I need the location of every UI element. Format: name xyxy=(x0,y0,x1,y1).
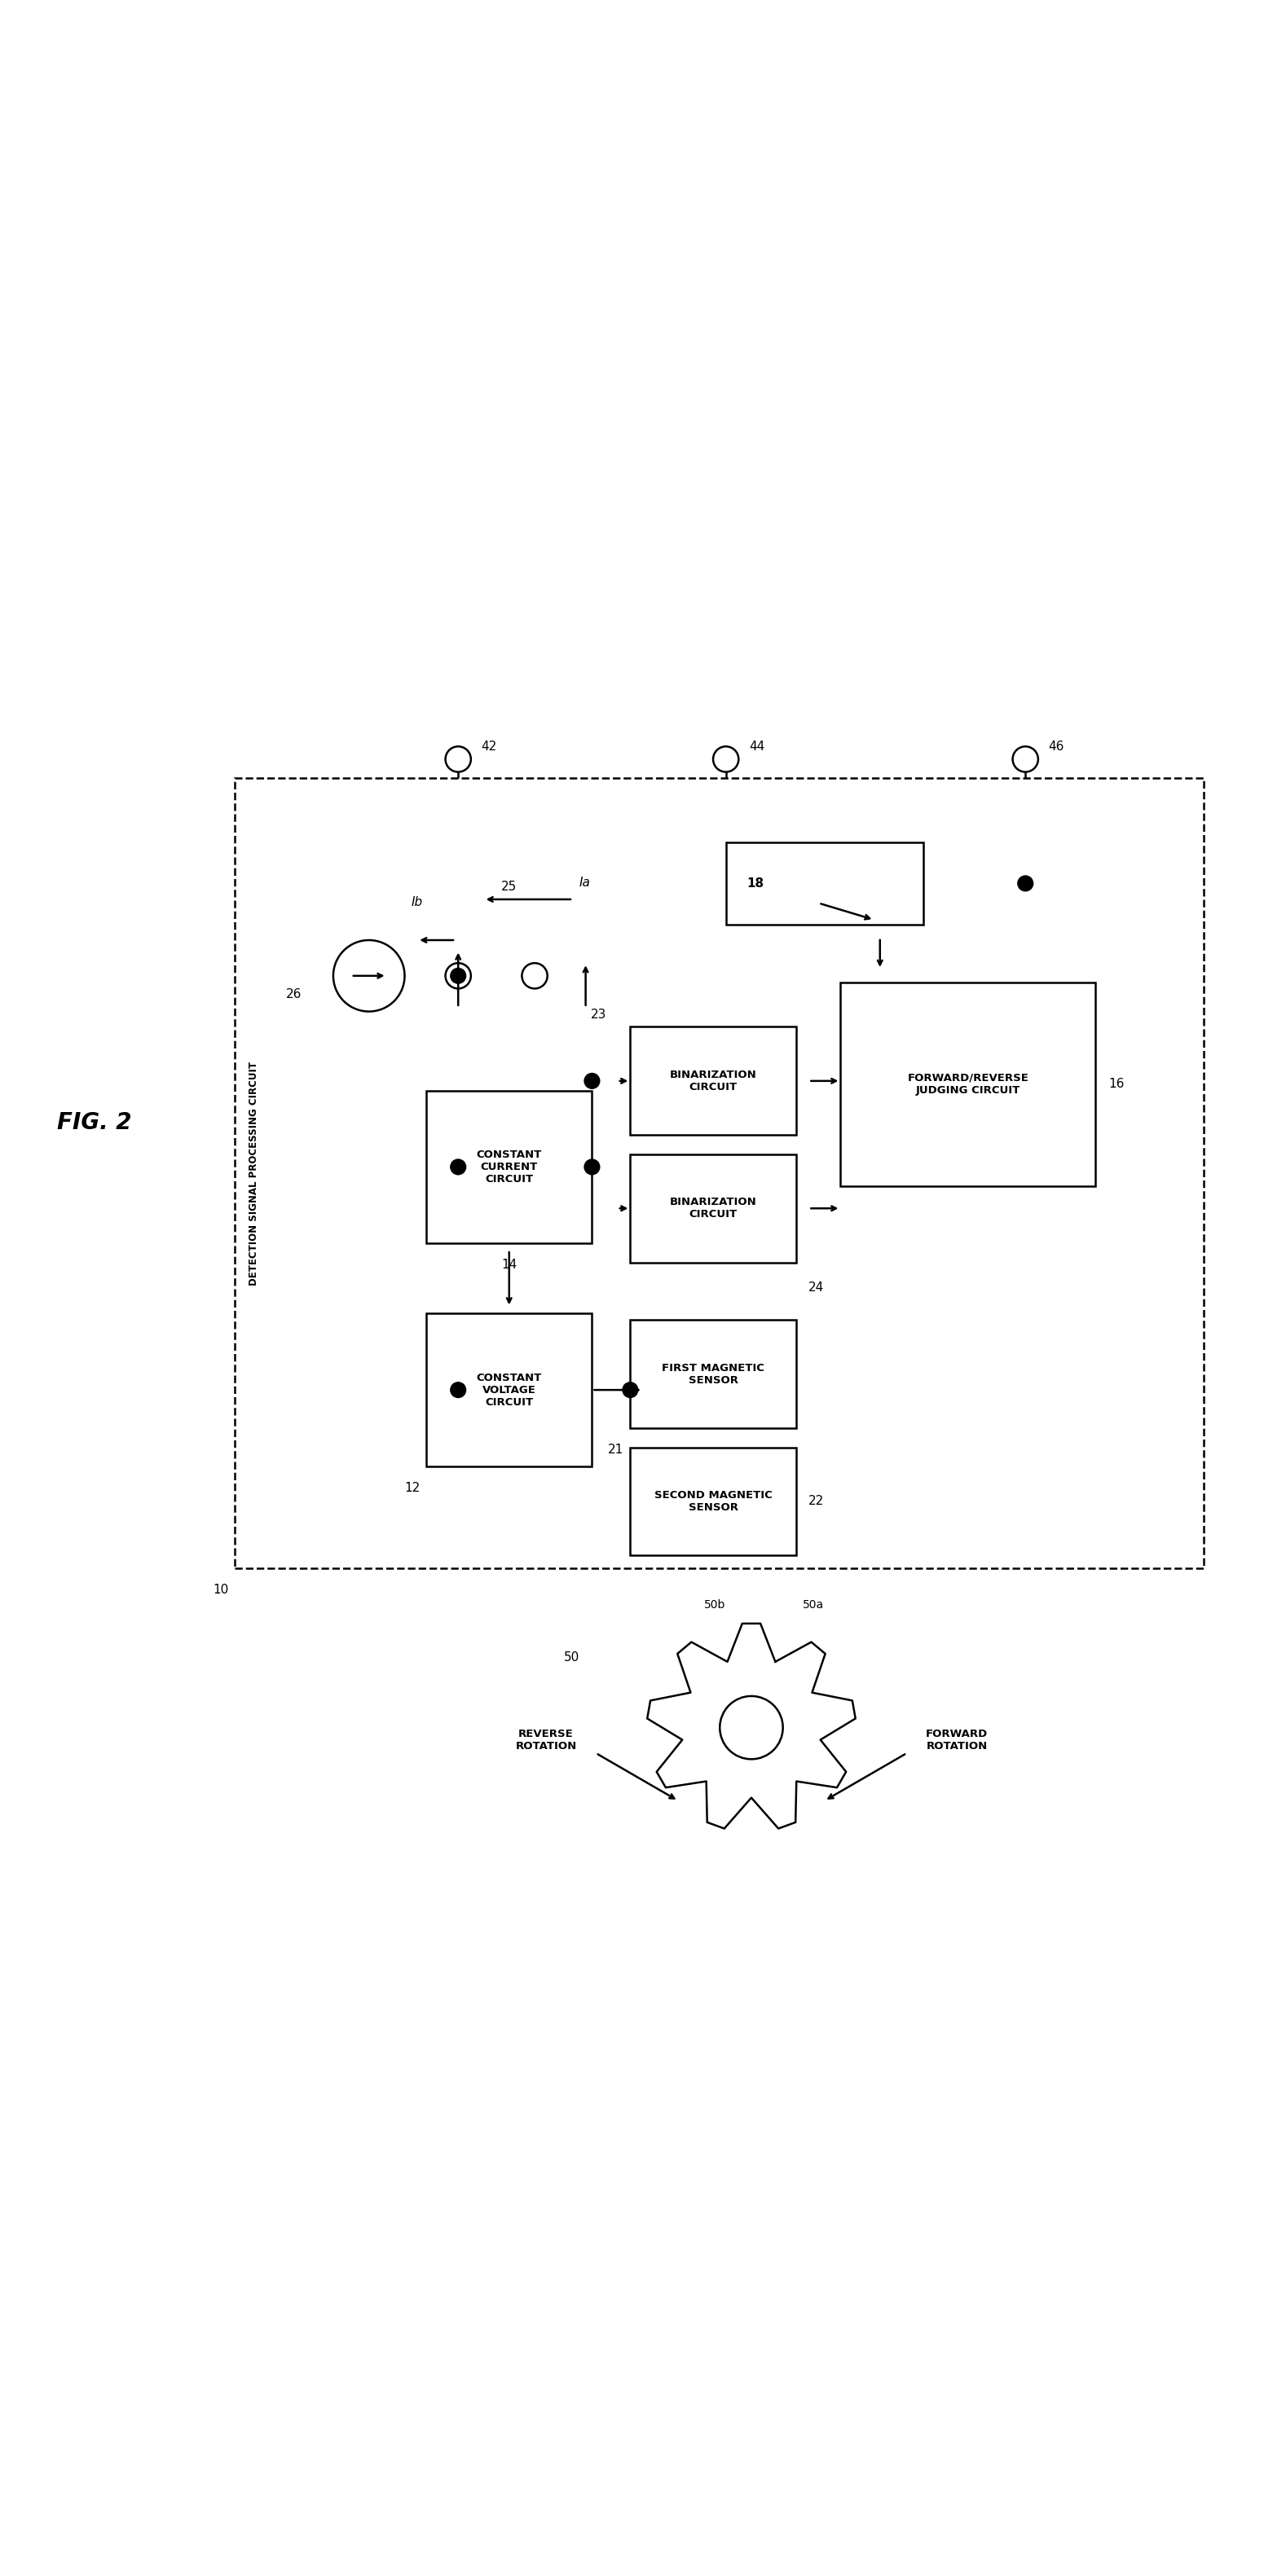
Circle shape xyxy=(584,1159,599,1175)
Bar xyxy=(426,1090,592,1244)
Text: 50: 50 xyxy=(563,1651,579,1664)
Text: 46: 46 xyxy=(1048,739,1064,752)
Text: Ib: Ib xyxy=(412,896,423,909)
Bar xyxy=(235,778,1204,1569)
Circle shape xyxy=(450,969,466,984)
Text: FIG. 2: FIG. 2 xyxy=(57,1110,131,1133)
Text: DETECTION SIGNAL PROCESSING CIRCUIT: DETECTION SIGNAL PROCESSING CIRCUIT xyxy=(249,1061,260,1285)
Text: 42: 42 xyxy=(481,739,496,752)
Text: 16: 16 xyxy=(1109,1077,1124,1090)
Text: CONSTANT
VOLTAGE
CIRCUIT: CONSTANT VOLTAGE CIRCUIT xyxy=(476,1373,541,1406)
Text: 21: 21 xyxy=(608,1443,624,1455)
Text: 50a: 50a xyxy=(802,1600,823,1610)
Circle shape xyxy=(1017,876,1033,891)
Bar xyxy=(630,1319,796,1427)
Text: 24: 24 xyxy=(809,1283,824,1293)
Bar xyxy=(630,1028,796,1136)
Text: REVERSE
ROTATION: REVERSE ROTATION xyxy=(516,1728,576,1752)
Text: BINARIZATION
CIRCUIT: BINARIZATION CIRCUIT xyxy=(670,1069,756,1092)
Text: FIRST MAGNETIC
SENSOR: FIRST MAGNETIC SENSOR xyxy=(662,1363,764,1386)
Text: 23: 23 xyxy=(590,1007,606,1020)
Bar xyxy=(426,1314,592,1466)
Text: 25: 25 xyxy=(502,881,517,894)
Text: FORWARD
ROTATION: FORWARD ROTATION xyxy=(926,1728,988,1752)
Text: FORWARD/REVERSE
JUDGING CIRCUIT: FORWARD/REVERSE JUDGING CIRCUIT xyxy=(908,1072,1029,1095)
Circle shape xyxy=(622,1383,638,1399)
Text: CONSTANT
CURRENT
CIRCUIT: CONSTANT CURRENT CIRCUIT xyxy=(476,1149,541,1185)
Bar xyxy=(630,1448,796,1556)
Bar xyxy=(725,842,923,925)
Text: 50b: 50b xyxy=(705,1600,725,1610)
Text: SECOND MAGNETIC
SENSOR: SECOND MAGNETIC SENSOR xyxy=(655,1489,772,1512)
Text: 12: 12 xyxy=(404,1481,421,1494)
Text: 14: 14 xyxy=(502,1260,517,1270)
Circle shape xyxy=(450,1383,466,1399)
Text: Ia: Ia xyxy=(579,876,590,889)
Text: 18: 18 xyxy=(747,878,764,889)
Text: 44: 44 xyxy=(748,739,764,752)
Bar xyxy=(630,1154,796,1262)
Circle shape xyxy=(584,1074,599,1090)
Circle shape xyxy=(450,1159,466,1175)
Bar xyxy=(841,981,1096,1185)
Text: 10: 10 xyxy=(213,1584,229,1597)
Text: 26: 26 xyxy=(285,989,301,999)
Text: 22: 22 xyxy=(809,1494,824,1507)
Text: BINARIZATION
CIRCUIT: BINARIZATION CIRCUIT xyxy=(670,1198,756,1221)
